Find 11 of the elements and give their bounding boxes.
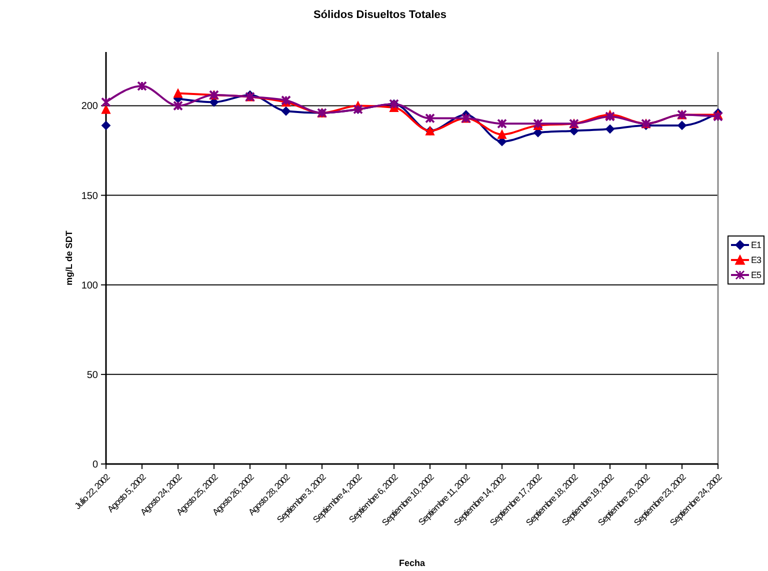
y-tick-label: 50 <box>86 370 98 381</box>
chart-title: Sólidos Disueltos Totales <box>313 9 447 21</box>
y-tick-label: 150 <box>81 190 98 202</box>
x-axis-title: Fecha <box>398 558 426 568</box>
legend-label: E3 <box>751 255 762 266</box>
y-axis-title: mg/L de SDT <box>64 230 74 286</box>
legend-label: E1 <box>751 240 762 250</box>
y-tick-label: 200 <box>81 101 98 112</box>
legend-label: E5 <box>751 270 762 280</box>
y-tick-label: 100 <box>81 280 98 292</box>
y-tick-label: 0 <box>92 460 98 470</box>
